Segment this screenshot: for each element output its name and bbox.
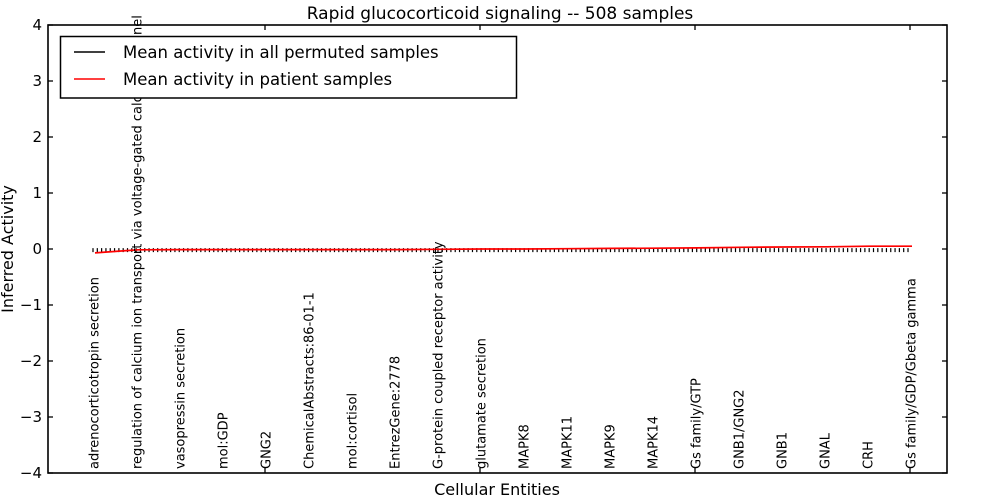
x-category-label: glutamate secretion [475, 338, 490, 469]
x-category-label: MAPK11 [561, 416, 576, 469]
y-axis-label: Inferred Activity [0, 185, 17, 313]
y-tick-label: −2 [20, 352, 42, 370]
y-tick-label: −1 [20, 296, 42, 314]
x-category-label: MAPK8 [518, 424, 533, 469]
x-axis-label: Cellular Entities [434, 480, 560, 499]
y-tick-label: 4 [32, 16, 42, 34]
y-tick-label: 1 [32, 184, 42, 202]
x-category-label: GNB1 [776, 432, 791, 469]
y-tick-label: −4 [20, 464, 42, 482]
legend: Mean activity in all permuted samples Me… [59, 35, 518, 99]
x-category-label: MAPK14 [647, 416, 662, 469]
chart-title: Rapid glucocorticoid signaling -- 508 sa… [307, 4, 694, 24]
legend-box [59, 35, 518, 99]
legend-label-permuted: Mean activity in all permuted samples [123, 43, 439, 62]
x-category-labels: adrenocorticotropin secretion regulation … [88, 15, 920, 469]
x-category-label: MAPK9 [604, 424, 619, 469]
x-category-label: vasopressin secretion [174, 328, 189, 469]
x-category-label: GNAL [819, 432, 834, 469]
x-category-label: ChemicalAbstracts:86-01-1 [303, 292, 318, 469]
y-tick-label: 2 [32, 128, 42, 146]
x-category-label: Gs family/GDP/Gbeta gamma [905, 278, 920, 469]
series-patient-line [94, 245, 912, 254]
x-category-label: GNB1/GNG2 [733, 389, 748, 469]
y-tick-label: −3 [20, 408, 42, 426]
x-category-label: CRH [862, 441, 877, 469]
x-category-label: mol:cortisol [346, 393, 361, 469]
axes-frame [47, 24, 948, 474]
x-category-label: GNG2 [260, 431, 275, 469]
y-tick-label: 3 [32, 72, 42, 90]
x-category-label: G-protein coupled receptor activity [432, 241, 447, 469]
x-category-label: Gs family/GTP [690, 378, 705, 469]
data-series [92, 245, 912, 254]
y-tick-label: 0 [32, 240, 42, 258]
x-category-label: adrenocorticotropin secretion [88, 277, 103, 469]
y-tick-labels: 4 3 2 1 0 −1 −2 −3 −4 [20, 16, 42, 482]
x-category-label: regulation of calcium ion transport via … [131, 15, 146, 469]
axis-ticks [48, 24, 947, 474]
x-category-label: mol:GDP [217, 412, 232, 469]
legend-label-patient: Mean activity in patient samples [123, 70, 392, 89]
x-category-label: EntrezGene:2778 [389, 356, 404, 469]
